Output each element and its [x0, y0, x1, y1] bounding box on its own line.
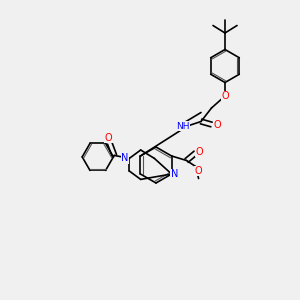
Text: N: N: [171, 169, 178, 179]
Text: O: O: [221, 91, 229, 101]
Text: O: O: [195, 146, 203, 157]
Text: NH: NH: [176, 122, 190, 130]
Text: N: N: [121, 153, 128, 164]
Text: O: O: [194, 166, 202, 176]
Text: O: O: [213, 119, 221, 130]
Text: O: O: [104, 133, 112, 143]
